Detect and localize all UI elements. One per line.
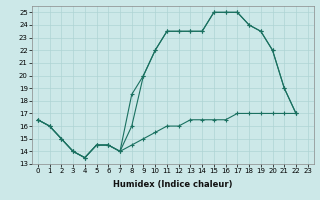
X-axis label: Humidex (Indice chaleur): Humidex (Indice chaleur) <box>113 180 233 189</box>
